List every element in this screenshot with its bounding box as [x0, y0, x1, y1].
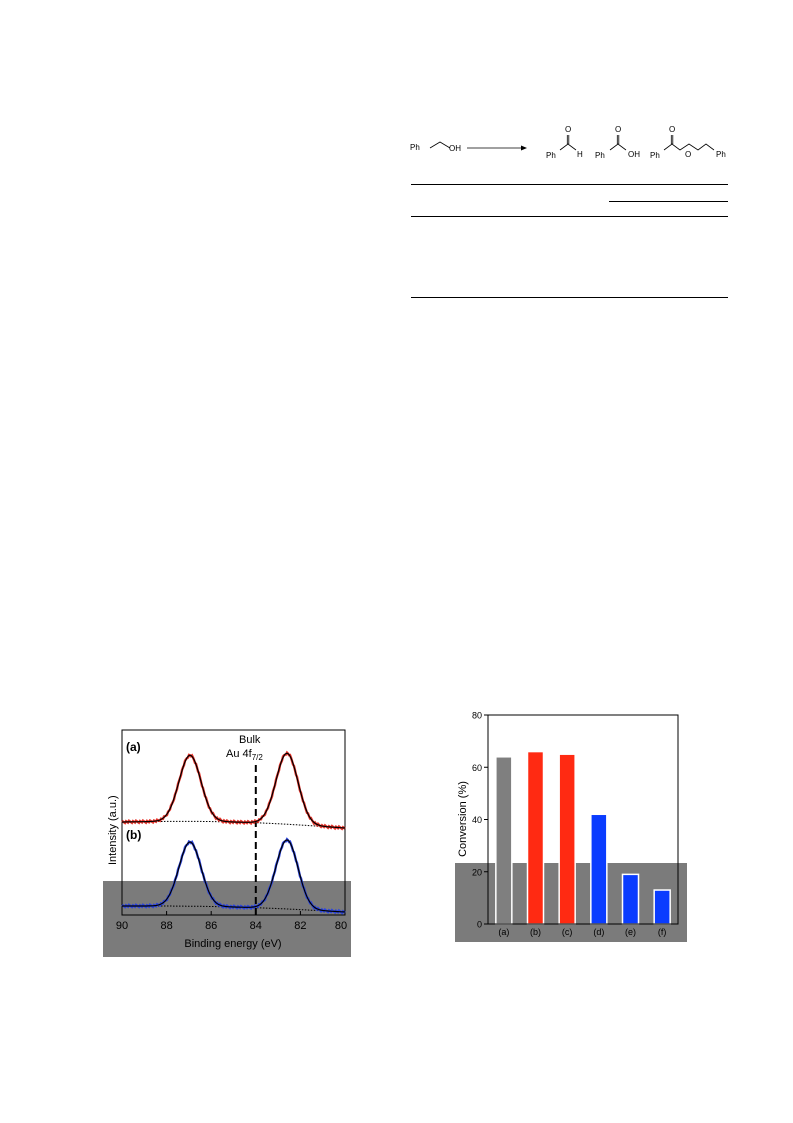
x-tick-label: 90: [116, 920, 128, 932]
product3-o-top-label: O: [669, 125, 676, 134]
x-tick-label: (f): [658, 927, 667, 937]
bar-e: [621, 873, 640, 925]
reactant-oh-label: OH: [449, 144, 461, 153]
benzaldehyde-bonds: [559, 143, 577, 151]
spectrum-b-label: (b): [126, 828, 141, 842]
bar-f: [653, 889, 671, 925]
xps-figure: (a) (b) Bulk Au 4f7/2 Intensity (a.u.) 9…: [103, 729, 351, 957]
product3-ph-label: Ph: [650, 151, 660, 160]
table-bottom-rule: [411, 297, 728, 298]
product2-ph-label: Ph: [595, 151, 605, 160]
benzyl-benzoate-bonds: [663, 143, 715, 151]
x-tick-label: 88: [160, 920, 172, 932]
y-tick-label: 0: [477, 920, 482, 930]
x-tick-label: 80: [335, 920, 347, 932]
bulk-annotation-line2: Au 4f7/2: [226, 748, 263, 762]
bulk-annotation-line1: Bulk: [239, 734, 261, 746]
table-header-rule: [411, 216, 728, 217]
reaction-scheme-drawing: [429, 135, 715, 151]
x-tick-label: (e): [625, 927, 636, 937]
y-tick-label: 20: [472, 867, 482, 877]
product2-o-label: O: [615, 125, 622, 134]
y-tick-label: 40: [472, 815, 482, 825]
x-tick-label: (a): [498, 927, 509, 937]
bar-y-axis-label: Conversion (%): [457, 781, 469, 857]
product3-ph2-label: Ph: [716, 150, 726, 159]
reactant-ph-label: Ph: [410, 143, 420, 152]
spectrum-b-fit: [122, 839, 346, 913]
x-tick-label: 86: [205, 920, 217, 932]
product2-oh-label: OH: [628, 150, 640, 159]
spectrum-a-label: (a): [126, 740, 141, 754]
benzoic-acid-bonds: [609, 143, 627, 151]
bar-group: [495, 750, 671, 925]
spectrum-a-data: [121, 750, 346, 831]
bar-a: [495, 756, 513, 925]
conversion-bar-chart: 0 20 40 60 80 (a) (b) (c) (d) (e) (f) Conversion …: [455, 711, 687, 942]
bar-d: [590, 813, 608, 925]
reaction-arrowhead: [521, 145, 527, 151]
gray-overlay: [103, 881, 351, 957]
xps-x-tick-labels: 90 88 86 84 82 80: [116, 920, 347, 932]
table-top-rule: [411, 184, 728, 185]
benzyl-alcohol-bonds: [429, 141, 451, 149]
table-sub-rule: [609, 201, 728, 202]
product1-h-label: H: [577, 150, 583, 159]
product1-o-label: O: [565, 125, 572, 134]
y-tick-label: 80: [472, 711, 482, 721]
x-tick-label: (d): [593, 927, 604, 937]
x-tick-label: (b): [530, 927, 541, 937]
x-axis-labels: (a) (b) (c) (d) (e) (f): [498, 927, 666, 937]
product1-ph-label: Ph: [546, 151, 556, 160]
bar-b: [526, 750, 545, 925]
xps-x-axis-label: Binding energy (eV): [184, 938, 281, 950]
y-tick-label: 60: [472, 763, 482, 773]
product3-o-ester-label: O: [685, 150, 692, 159]
y-axis-ticks: 0 20 40 60 80: [472, 711, 488, 930]
bar-c: [558, 753, 576, 925]
spectrum-a-fit: [122, 752, 346, 829]
x-tick-label: 82: [294, 920, 306, 932]
x-tick-label: 84: [250, 920, 262, 932]
xps-y-axis-label: Intensity (a.u.): [107, 795, 119, 865]
x-tick-label: (c): [562, 927, 573, 937]
